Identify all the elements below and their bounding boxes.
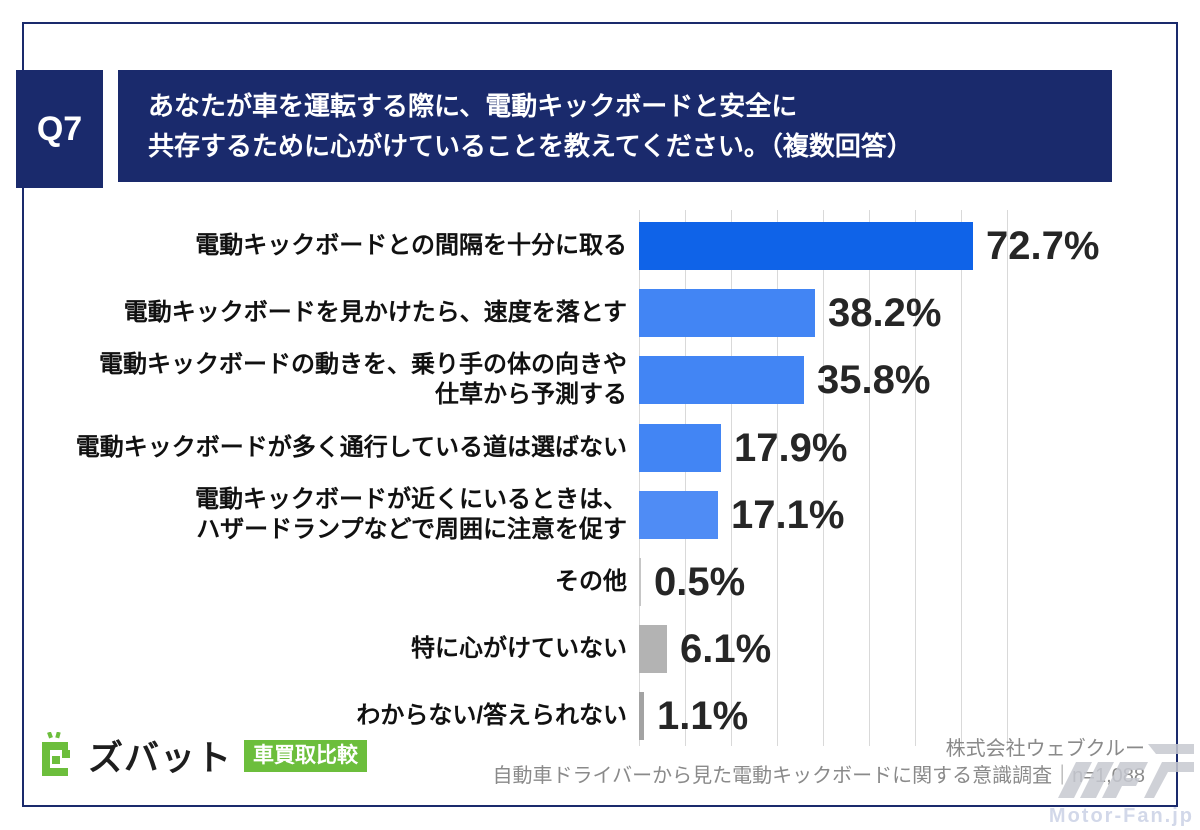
zubat-logo-text: ズバット xyxy=(88,739,233,778)
value-label: 1.1% xyxy=(657,694,749,739)
chart-gridlines xyxy=(639,210,1009,746)
gridline-30-percent xyxy=(777,210,778,746)
gridline-10-percent xyxy=(685,210,686,746)
value-label: 17.9% xyxy=(734,425,848,470)
question-title-box: あなたが車を運転する際に、電動キックボードと安全に 共存するために心がけているこ… xyxy=(118,70,1112,182)
footer-separator: ｜ xyxy=(1052,765,1073,787)
category-label: 電動キックボードを見かけたら、速度を落とす xyxy=(123,299,627,327)
value-label: 0.5% xyxy=(654,560,746,604)
bar xyxy=(639,558,641,606)
category-label: 電動キックボードの動きを、乗り手の体の向きや 仕草から予測する xyxy=(99,351,627,409)
category-label: 電動キックボードが近くにいるときは、 ハザードランプなどで周囲に注意を促す xyxy=(195,485,627,543)
category-label: 特に心がけていない xyxy=(411,635,627,663)
value-label: 38.2% xyxy=(828,291,942,336)
question-number-box: Q7 xyxy=(16,70,103,188)
footer-survey-title: 自動車ドライバーから見た電動キックボードに関する意識調査 xyxy=(492,765,1053,787)
zubat-logo-icon xyxy=(42,731,70,776)
bar xyxy=(639,692,644,741)
zubat-logo: ズバット 車買取比較 xyxy=(40,730,368,781)
category-label: 電動キックボードとの間隔を十分に取る xyxy=(195,232,627,259)
value-label: 35.8% xyxy=(817,358,931,403)
gridline-70-percent xyxy=(961,210,962,746)
footer-credit: 株式会社ウェブクルー 自動車ドライバーから見た電動キックボードに関する意識調査｜… xyxy=(493,736,1145,790)
gridline-50-percent xyxy=(869,210,870,746)
question-number: Q7 xyxy=(36,109,83,148)
value-label: 6.1% xyxy=(680,627,772,672)
gridline-60-percent xyxy=(915,210,916,746)
footer-company: 株式会社ウェブクルー xyxy=(945,738,1145,760)
question-title-line1: あなたが車を運転する際に、電動キックボードと安全に xyxy=(148,91,798,121)
footer-survey-line: 自動車ドライバーから見た電動キックボードに関する意識調査｜n=1,088 xyxy=(493,763,1145,790)
bar xyxy=(639,356,804,405)
value-label: 72.7% xyxy=(986,224,1100,268)
gridline-0-percent xyxy=(639,210,640,746)
bar xyxy=(639,289,815,338)
footer-sample-size: n=1,088 xyxy=(1072,765,1145,787)
bar xyxy=(639,423,721,472)
category-label: わからない/答えられない xyxy=(356,702,627,730)
gridline-20-percent xyxy=(731,210,732,746)
question-title-line2: 共存するために心がけていることを教えてください。（複数回答） xyxy=(148,131,913,161)
page-border-frame xyxy=(22,22,1178,807)
zubat-badge: 車買取比較 xyxy=(244,739,368,772)
value-label: 17.1% xyxy=(731,492,845,537)
category-label: 電動キックボードが多く通行している道は選ばない xyxy=(75,433,627,461)
bar xyxy=(639,490,718,539)
bar xyxy=(639,625,667,674)
gridline-80-percent xyxy=(1007,210,1008,746)
bar xyxy=(639,222,973,270)
category-label: その他 xyxy=(555,568,627,595)
gridline-40-percent xyxy=(823,210,824,746)
